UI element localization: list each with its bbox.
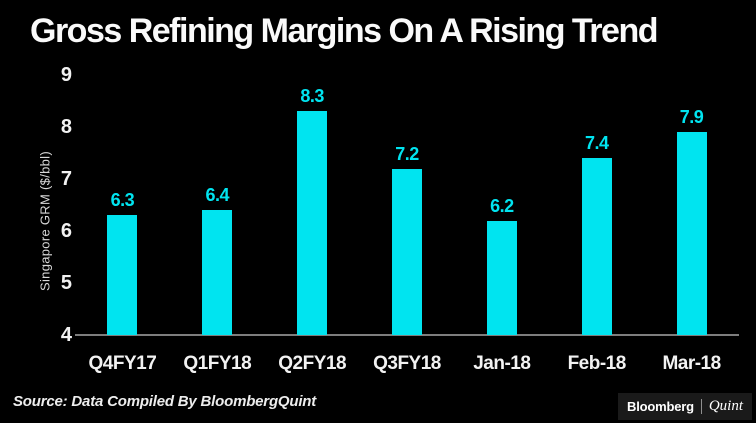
bar-value-Q3FY18: 7.2 xyxy=(395,143,419,164)
source-note: Source: Data Compiled By BloombergQuint xyxy=(13,393,317,410)
bar-value-Q2FY18: 8.3 xyxy=(300,86,324,107)
bar-Q1FY18 xyxy=(202,210,233,335)
y-tick-7: 7 xyxy=(60,168,72,190)
bar-Feb-18 xyxy=(581,158,612,335)
y-tick-6: 6 xyxy=(60,220,72,242)
logo-separator-bar xyxy=(700,399,702,414)
y-tick-5: 5 xyxy=(60,272,72,294)
bar-value-Q1FY18: 6.4 xyxy=(205,185,230,206)
bar-value-Q4FY17: 6.3 xyxy=(110,190,135,211)
bar-value-Mar-18: 7.9 xyxy=(679,107,704,128)
bar-value-Feb-18: 7.4 xyxy=(584,133,609,154)
x-tick-Q3FY18: Q3FY18 xyxy=(373,353,441,374)
x-tick-Q1FY18: Q1FY18 xyxy=(183,353,252,374)
bar-Q3FY18 xyxy=(392,168,422,335)
x-tick-Q4FY17: Q4FY17 xyxy=(88,353,157,374)
bloomberg-wordmark: Bloomberg xyxy=(627,399,694,414)
y-tick-8: 8 xyxy=(60,116,72,138)
x-tick-Q2FY18: Q2FY18 xyxy=(278,353,347,374)
bar-Q2FY18 xyxy=(297,111,328,335)
y-tick-4: 4 xyxy=(60,324,72,346)
x-tick-Mar-18: Mar-18 xyxy=(662,353,721,374)
bloombergquint-logo: Bloomberg Quint xyxy=(618,393,752,420)
x-axis-line xyxy=(75,334,739,336)
y-tick-9: 9 xyxy=(60,64,72,86)
x-tick-Jan-18: Jan-18 xyxy=(473,353,531,374)
bar-value-Jan-18: 6.2 xyxy=(490,195,514,216)
chart-title: Gross Refining Margins On A Rising Trend xyxy=(30,12,659,50)
x-tick-Feb-18: Feb-18 xyxy=(567,353,627,374)
bar-Jan-18 xyxy=(486,220,517,335)
bar-Q4FY17 xyxy=(107,215,138,335)
bar-Mar-18 xyxy=(676,132,707,335)
quint-wordmark: Quint xyxy=(708,398,743,414)
